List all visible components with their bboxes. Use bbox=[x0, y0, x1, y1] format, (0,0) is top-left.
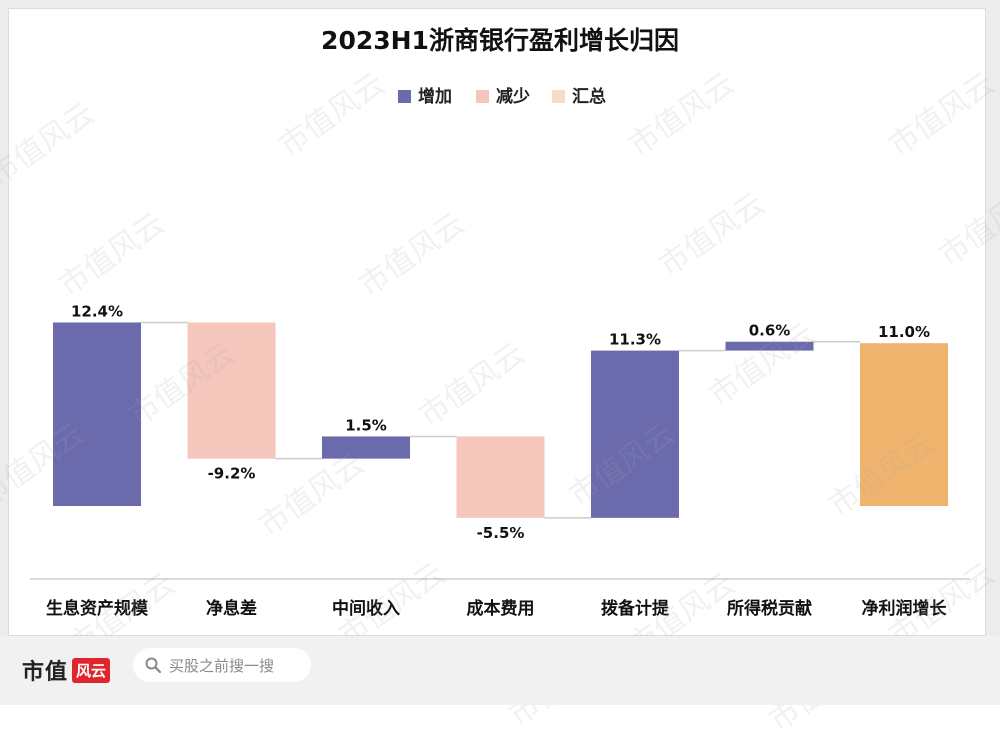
value-label-4: 11.3% bbox=[609, 331, 661, 349]
value-label-5: 0.6% bbox=[749, 322, 791, 340]
legend-swatch-2 bbox=[552, 90, 565, 103]
legend-label-2: 汇总 bbox=[572, 86, 606, 107]
category-label-5: 所得税贡献 bbox=[727, 598, 812, 619]
category-label-0: 生息资产规模 bbox=[46, 598, 149, 619]
bar-1 bbox=[187, 322, 276, 459]
connector-lines bbox=[141, 321, 860, 519]
brand-seal: 风云 bbox=[72, 657, 111, 683]
chart-legend: 增加 减少 汇总 bbox=[398, 86, 606, 107]
value-label-2: 1.5% bbox=[345, 416, 387, 434]
search-icon bbox=[145, 657, 161, 673]
legend-label-1: 减少 bbox=[496, 86, 530, 107]
brand-text: 市值 bbox=[22, 659, 69, 685]
category-label-2: 中间收入 bbox=[332, 598, 400, 619]
category-label-1: 净息差 bbox=[206, 598, 257, 619]
value-label-6: 11.0% bbox=[878, 323, 930, 341]
bar-0 bbox=[53, 322, 141, 506]
category-label-4: 拨备计提 bbox=[601, 598, 670, 619]
value-label-3: -5.5% bbox=[477, 524, 525, 542]
chart-title: 2023H1浙商银行盈利增长归因 bbox=[321, 26, 679, 55]
search-placeholder: 买股之前搜一搜 bbox=[169, 656, 275, 675]
waterfall-chart: 2023H1浙商银行盈利增长归因 增加 减少 汇总 12.4% -9.2% 1.5% -5… bbox=[30, 26, 970, 619]
bars bbox=[53, 322, 948, 518]
category-label-6: 净利润增长 bbox=[862, 598, 948, 619]
category-labels: 生息资产规模 净息差 中间收入 成本费用 拨备计提 所得税贡献 净利润增长 bbox=[46, 598, 947, 619]
category-label-3: 成本费用 bbox=[467, 598, 535, 619]
bar-4 bbox=[591, 350, 679, 518]
value-labels: 12.4% -9.2% 1.5% -5.5% 11.3% 0.6% 11.0% bbox=[71, 302, 930, 541]
value-label-1: -9.2% bbox=[208, 465, 256, 483]
bar-2 bbox=[322, 436, 410, 459]
brand-logo: 市值 风云 bbox=[22, 655, 111, 685]
value-label-0: 12.4% bbox=[71, 302, 123, 320]
search-box[interactable]: 买股之前搜一搜 bbox=[133, 648, 311, 682]
bar-3 bbox=[456, 436, 545, 518]
legend-swatch-1 bbox=[476, 90, 489, 103]
bar-5 bbox=[725, 341, 814, 351]
bar-6 bbox=[860, 343, 948, 506]
legend-swatch-0 bbox=[398, 90, 411, 103]
legend-label-0: 增加 bbox=[418, 86, 452, 107]
